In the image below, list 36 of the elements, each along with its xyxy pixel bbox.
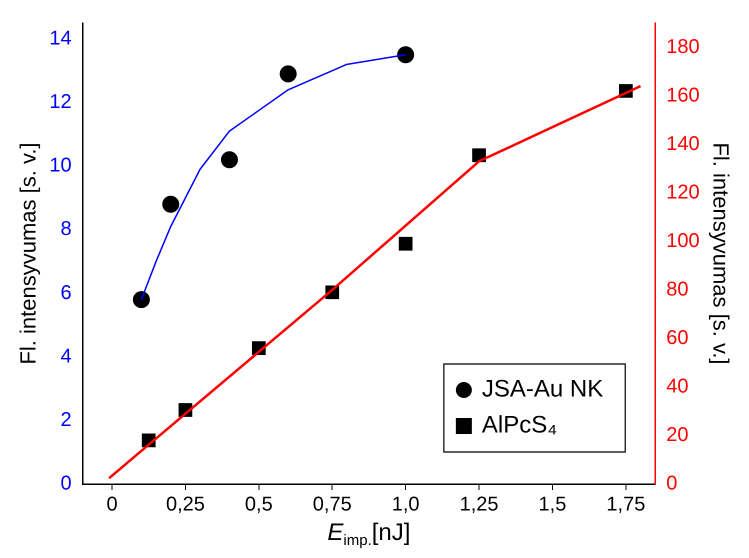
y2-tick-label: 40	[666, 375, 688, 398]
point	[162, 196, 180, 213]
y-tick-label: 12	[49, 91, 72, 113]
y2-tick-label: 180	[666, 36, 700, 58]
x-tick-label: 0,25	[166, 494, 205, 516]
x-tick-label: 1,5	[538, 494, 566, 516]
y2-tick-label: 160	[666, 84, 700, 106]
point	[220, 151, 238, 168]
point	[398, 236, 413, 251]
x-tick-label: 1,25	[460, 494, 499, 516]
y-tick-label: 8	[60, 218, 72, 240]
y-tick-label: 10	[49, 154, 72, 177]
y2-tick-label: 0	[666, 472, 678, 495]
x-tick-label: 1,0	[392, 494, 420, 516]
y-axis-title: Fl. intensyvumas [s. v.]	[15, 142, 40, 365]
x-tick-label: 0,75	[312, 494, 352, 516]
y-tick-label: 14	[49, 27, 72, 50]
legend-label: JSA-Au NK	[482, 376, 604, 403]
legend-label: AlPcS₄	[482, 412, 558, 439]
x-tick-label: 0,5	[244, 494, 273, 516]
x-tick-label: 0	[106, 494, 118, 516]
y2-tick-label: 120	[666, 181, 700, 204]
y-tick-label: 6	[60, 282, 72, 304]
y2-tick-label: 80	[666, 278, 688, 300]
point	[132, 291, 150, 308]
y2-tick-label: 60	[666, 326, 688, 349]
y2-axis-title: Fl. intensyvumas [s. v.]	[708, 142, 734, 365]
x-tick-label: 1,75	[606, 494, 646, 516]
y-tick-label: 2	[60, 408, 72, 431]
y2-tick-label: 140	[666, 132, 700, 155]
y-tick-label: 4	[60, 345, 72, 368]
y-tick-label: 0	[60, 472, 72, 495]
y2-tick-label: 100	[666, 230, 700, 252]
point	[280, 65, 297, 82]
y2-tick-label: 20	[666, 424, 688, 446]
point	[397, 46, 414, 64]
